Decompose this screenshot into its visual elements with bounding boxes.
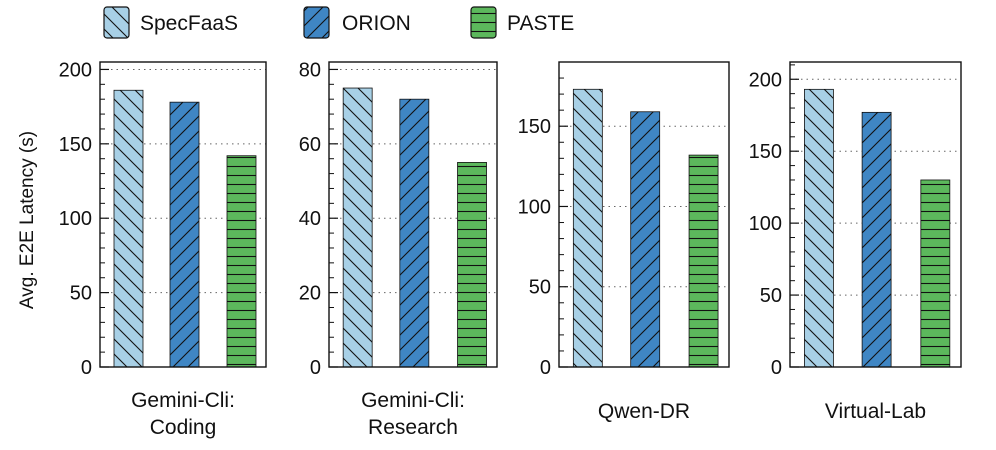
y-axis-label: Avg. E2E Latency (s)	[17, 131, 38, 309]
y-tick-label: 50	[760, 285, 782, 307]
bar-paste	[688, 154, 719, 368]
x-category-label: Gemini-Cli:	[361, 389, 465, 412]
y-tick-label: 150	[518, 116, 551, 138]
y-tick-label: 0	[540, 357, 551, 379]
panel-frame	[328, 61, 498, 368]
bar-orion	[169, 101, 200, 368]
bar-specfaas	[572, 88, 603, 368]
y-tick-label: 50	[70, 283, 92, 305]
legend-item-paste: PASTE	[470, 6, 574, 39]
panel-3: 0 50 100 150 Qwen-DR	[518, 61, 730, 423]
legend-item-specfaas: SpecFaaS	[103, 6, 238, 39]
x-category-label: Virtual-Lab	[825, 400, 926, 423]
bar-paste	[457, 162, 487, 368]
bar-specfaas	[342, 87, 373, 368]
legend-label-specfaas: SpecFaaS	[140, 12, 238, 35]
legend-swatch-orion	[303, 6, 330, 39]
x-category-label: Qwen-DR	[598, 400, 690, 423]
bar-orion	[630, 111, 661, 368]
legend-swatch-specfaas	[103, 6, 130, 39]
y-tick-label: 50	[529, 277, 551, 299]
y-tick-label: 100	[749, 213, 782, 235]
y-tick-label: 200	[59, 59, 92, 81]
x-category-label: Gemini-Cli:	[131, 389, 235, 412]
panel-frame	[789, 61, 962, 368]
panel-1: 0 50 100 150 200 Gemini-Cli: Coding	[59, 59, 267, 439]
bar-specfaas	[804, 88, 834, 368]
y-tick-label: 150	[749, 141, 782, 163]
bar-paste	[226, 155, 257, 368]
bar-specfaas	[113, 89, 144, 368]
panel-4: 0 50 100 150 200 Virtual-Lab	[749, 61, 962, 423]
y-tick-label: 0	[310, 357, 321, 379]
bar-paste	[920, 179, 951, 368]
y-tick-label: 40	[299, 208, 321, 230]
bar-orion	[399, 98, 430, 368]
legend: SpecFaaS ORION PASTE	[103, 6, 574, 39]
bar-orion	[861, 111, 892, 368]
x-category-label: Coding	[150, 416, 217, 439]
chart-panels: 0 50 100 150 200 Gemini-Cli: Coding 0 20 40 60 80 Ge…	[59, 59, 962, 439]
y-tick-label: 0	[771, 357, 782, 379]
y-tick-label: 150	[59, 134, 92, 156]
y-tick-label: 0	[81, 357, 92, 379]
y-tick-label: 80	[299, 59, 321, 81]
x-category-label: Research	[368, 416, 458, 439]
panel-frame	[558, 61, 730, 368]
y-tick-label: 200	[749, 69, 782, 91]
panel-2: 0 20 40 60 80 Gemini-Cli: Research	[299, 59, 498, 439]
legend-label-paste: PASTE	[507, 12, 574, 35]
y-tick-label: 60	[299, 134, 321, 156]
legend-item-orion: ORION	[303, 6, 411, 39]
panel-frame	[99, 61, 267, 368]
y-tick-label: 100	[59, 208, 92, 230]
y-tick-label: 100	[518, 196, 551, 218]
legend-label-orion: ORION	[342, 12, 411, 35]
legend-swatch-paste	[470, 6, 497, 39]
y-tick-label: 20	[299, 283, 321, 305]
